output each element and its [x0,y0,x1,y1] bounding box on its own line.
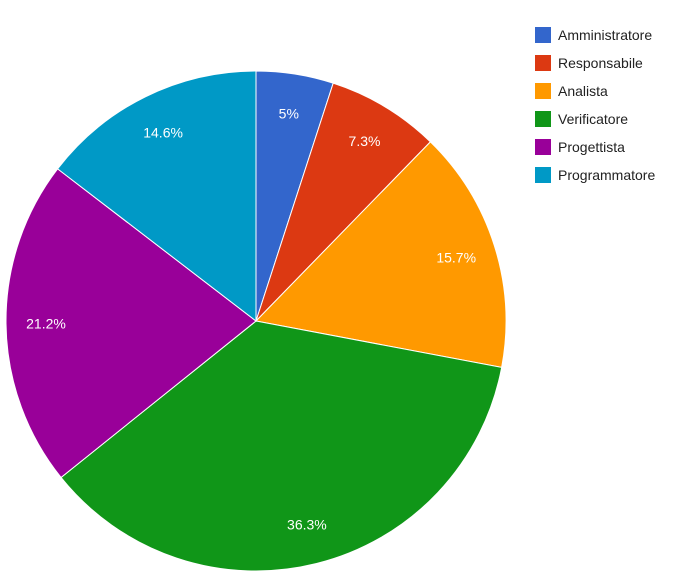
legend-label: Responsabile [558,55,643,71]
legend-item-programmatore[interactable]: Programmatore [535,167,655,183]
legend-item-analista[interactable]: Analista [535,83,608,99]
slice-value-label: 5% [279,106,299,122]
pie-slice-verificatore[interactable] [60,320,503,572]
slice-value-label: 7.3% [349,133,381,149]
legend-item-progettista[interactable]: Progettista [535,139,625,155]
legend-item-amministratore[interactable]: Amministratore [535,27,652,43]
legend-swatch [535,111,551,127]
pie-slices [5,70,507,572]
legend-label: Analista [558,83,608,99]
legend-label: Progettista [558,139,625,155]
slice-value-label: 15.7% [436,250,476,266]
pie-slice-progettista[interactable] [5,168,257,479]
legend-label: Verificatore [558,111,628,127]
legend: Amministratore Responsabile Analista Verifi… [535,27,655,183]
legend-label: Amministratore [558,27,652,43]
legend-swatch [535,167,551,183]
legend-swatch [535,27,551,43]
pie-value-labels: 5% 7.3% 15.7% 36.3% 21.2% 14.6% [26,106,476,533]
slice-value-label: 36.3% [287,517,327,533]
slice-value-label: 21.2% [26,315,66,331]
legend-label: Programmatore [558,167,655,183]
legend-swatch [535,55,551,71]
pie-slice-programmatore[interactable] [56,70,257,323]
slice-value-label: 14.6% [143,125,183,141]
legend-item-verificatore[interactable]: Verificatore [535,111,628,127]
pie-slice-responsabile[interactable] [255,82,432,322]
pie-slice-analista[interactable] [254,141,507,368]
legend-swatch [535,83,551,99]
legend-item-responsabile[interactable]: Responsabile [535,55,643,71]
legend-swatch [535,139,551,155]
